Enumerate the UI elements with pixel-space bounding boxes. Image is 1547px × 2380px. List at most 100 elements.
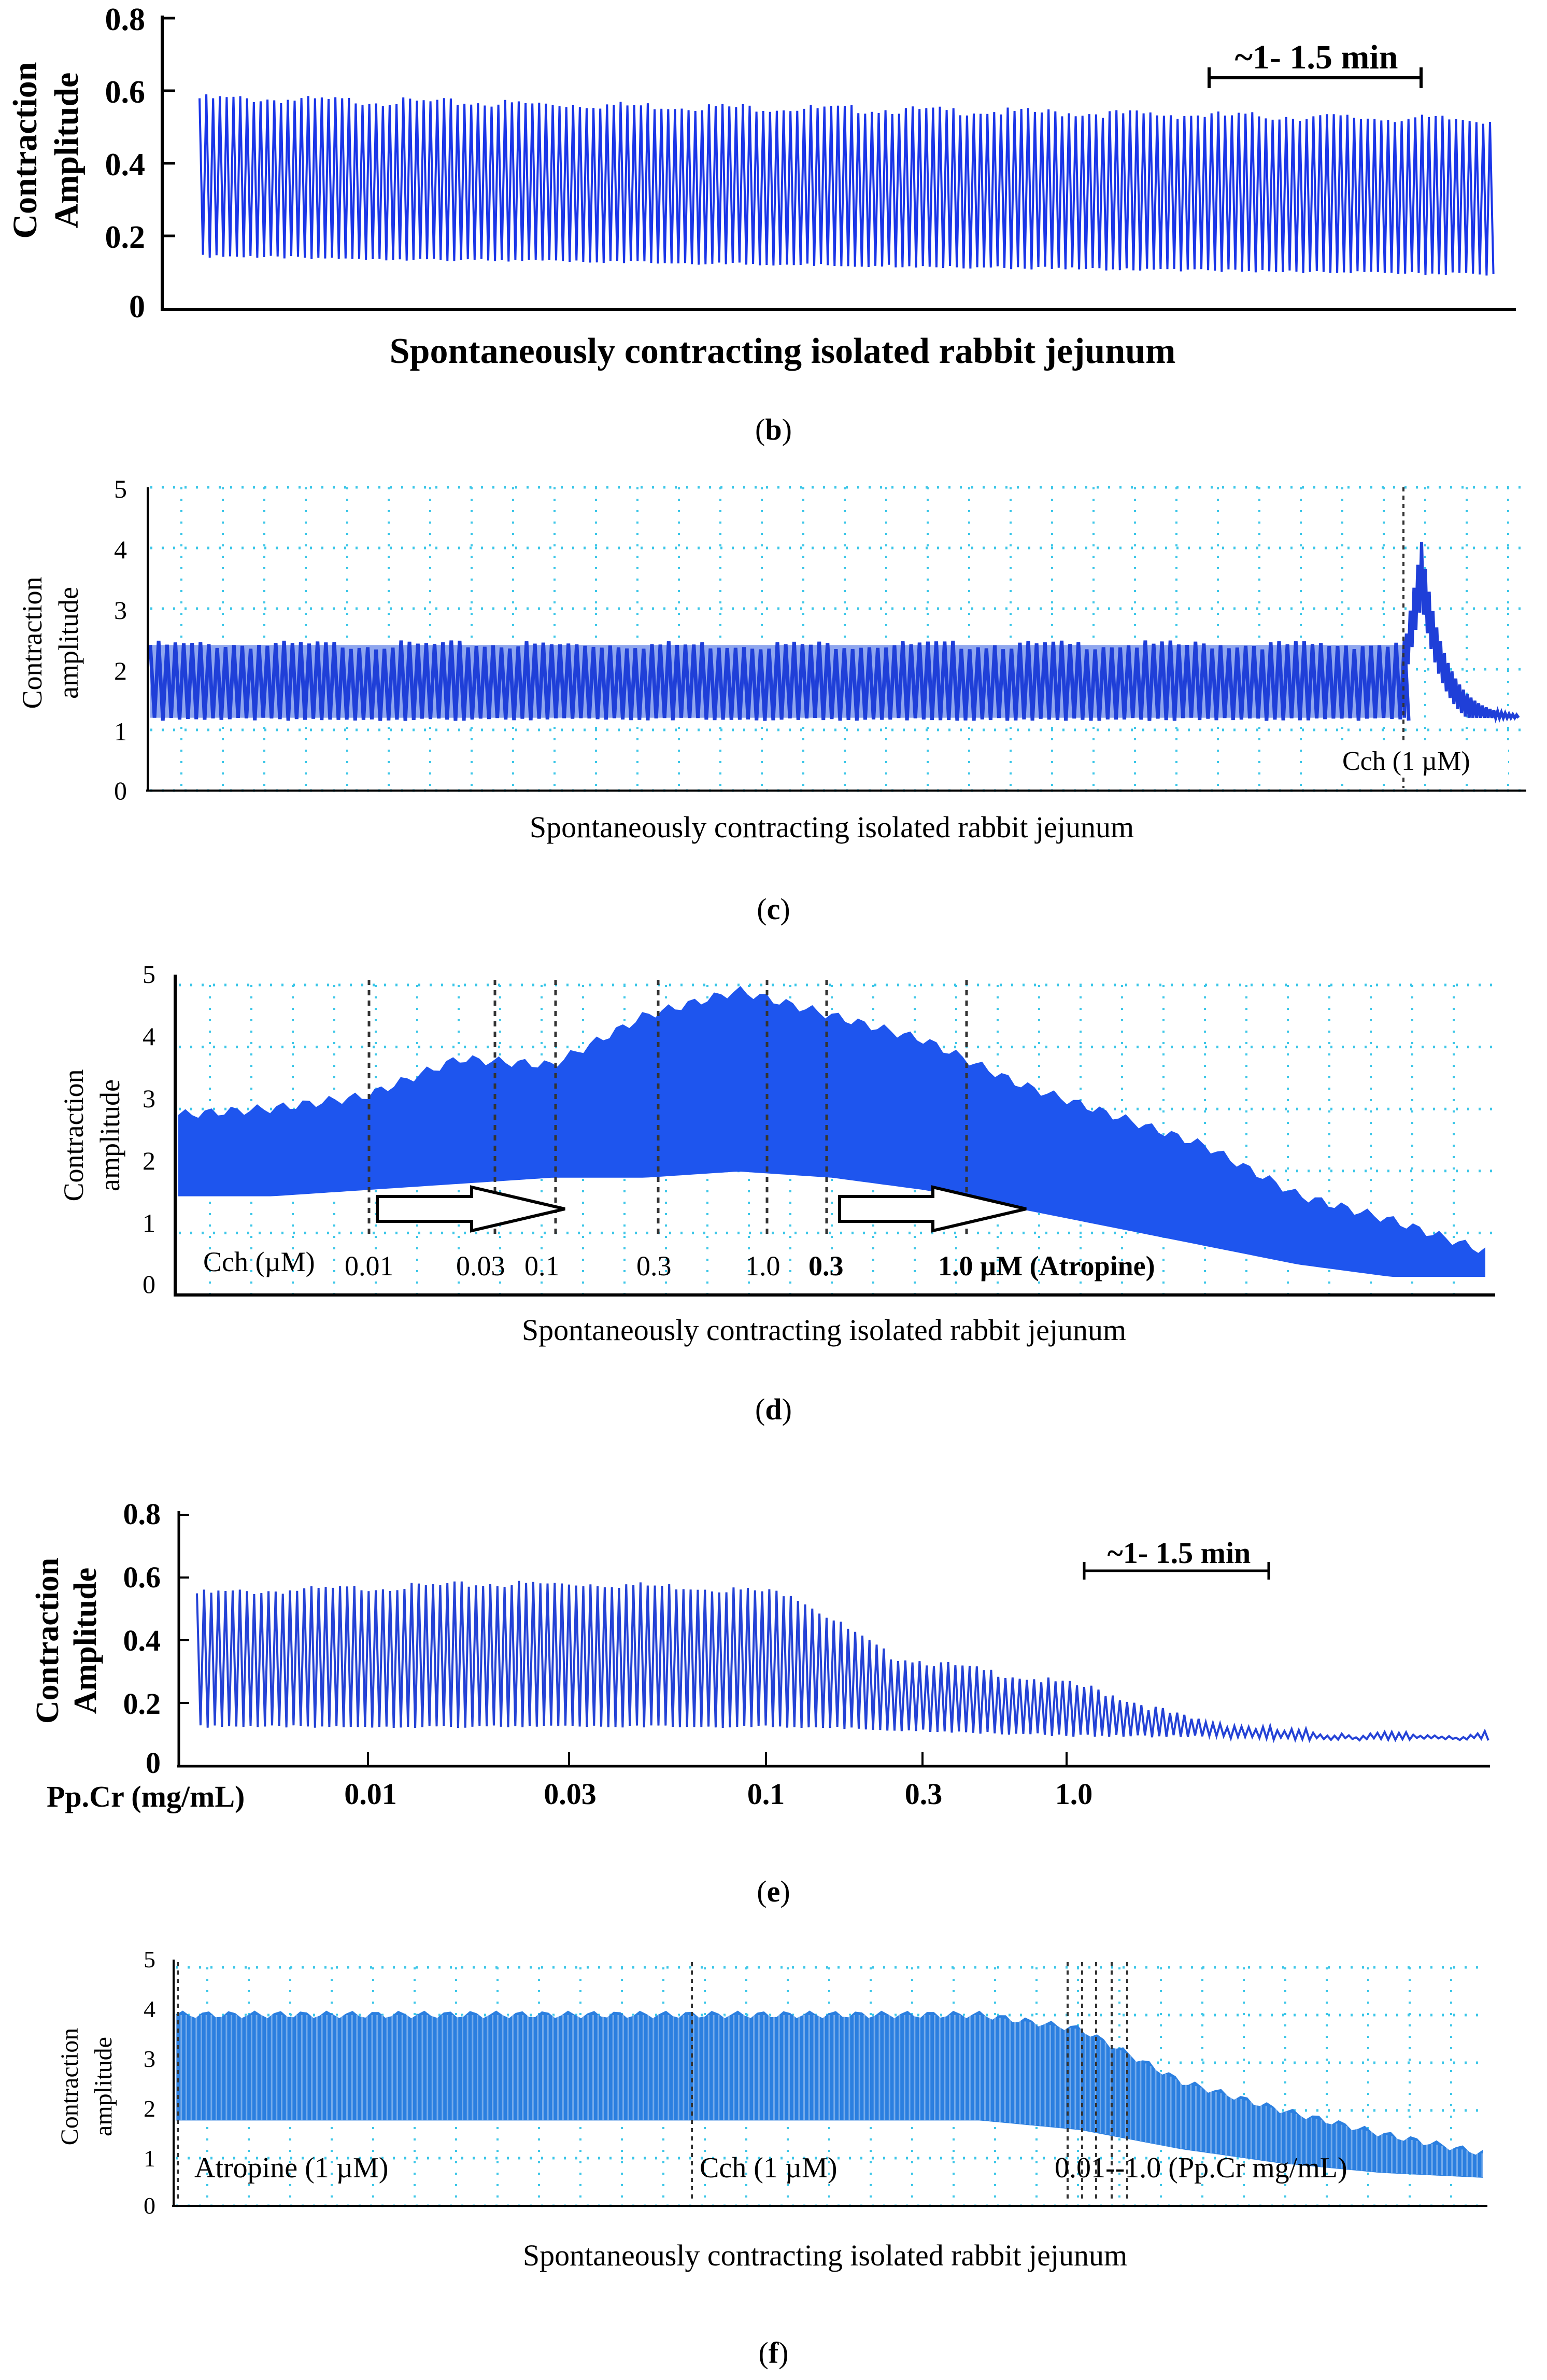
panel-f: 5 4 3 2 1 0 Contraction amplitude Atropi… (0, 1931, 1547, 2346)
chart-title: Spontaneously contracting isolated rabbi… (522, 1313, 1126, 1347)
y-tick-labels: 0.8 0.6 0.4 0.2 0 (105, 2, 146, 325)
y-tick-label: 0.4 (123, 1624, 161, 1657)
y-tick-label: 0 (114, 776, 127, 805)
dose-label: 0.1 (524, 1250, 560, 1281)
panel-e: 0.8 0.6 0.4 0.2 0 Contraction Amplitude … (0, 1493, 1547, 1887)
cch-response-trace (1403, 542, 1520, 724)
contraction-envelope (176, 2010, 1483, 2178)
chart-f: 5 4 3 2 1 0 Contraction amplitude Atropi… (56, 1946, 1487, 2272)
time-scale-label: ~1- 1.5 min (1235, 38, 1398, 76)
y-axis-label: Contraction (56, 2028, 83, 2146)
chart-title: Spontaneously contracting isolated rabbi… (523, 2238, 1127, 2272)
y-tick-label: 0.2 (105, 220, 146, 255)
y-tick-label: 0.6 (105, 75, 146, 110)
time-scale-bar (1083, 1562, 1270, 1580)
ppcr-annotation: 0.01--1.0 (Pp.Cr mg/mL) (1055, 2152, 1347, 2184)
y-tick-label: 2 (144, 2095, 155, 2122)
contraction-stripes (175, 2015, 1483, 2177)
dose-label: 1.0 µM (Atropine) (938, 1250, 1155, 1281)
y-tick-label: 5 (143, 960, 155, 989)
chart-title: Spontaneously contracting isolated rabbi… (530, 810, 1134, 844)
panel-b: 0.8 0.6 0.4 0.2 0 Contraction Amplitude … (0, 0, 1547, 446)
dose-labels: Cch (µM) 0.01 0.03 0.1 0.3 1.0 0.3 1.0 µ… (203, 1246, 1155, 1281)
y-tick-label: 3 (144, 2046, 155, 2072)
y-tick-label: 0 (143, 1270, 155, 1299)
caption-f: (f) (758, 2336, 789, 2370)
agent-label: Cch (µM) (203, 1246, 315, 1277)
y-tick-label: 1 (114, 717, 127, 746)
y-tick-label: 0 (146, 1746, 161, 1780)
dose-label: 0.01 (344, 1777, 397, 1811)
y-tick-labels: 0.8 0.6 0.4 0.2 0 (123, 1497, 161, 1780)
y-axis-label: Amplitude (48, 73, 86, 229)
panel-c: 5 4 3 2 1 0 Contraction amplitude Cch (1… (0, 456, 1547, 871)
arrows (376, 1185, 1027, 1233)
dose-label: 1.0 (1055, 1777, 1093, 1811)
y-axis-label: amplitude (53, 587, 84, 699)
y-axis-label: amplitude (94, 1079, 125, 1191)
caption-c: (c) (757, 892, 790, 926)
contraction-trace (198, 94, 1495, 276)
y-tick-label: 0.4 (105, 147, 146, 182)
y-tick-label: 4 (114, 535, 127, 564)
y-axis-label: Contraction (58, 1069, 89, 1202)
chart-d: 5 4 3 2 1 0 Contraction amplitude Cch (µ… (58, 960, 1495, 1347)
chart-title: Spontaneously contracting isolated rabbi… (390, 331, 1176, 371)
y-tick-label: 0.8 (105, 2, 146, 37)
y-tick-marks (179, 1514, 189, 1704)
dose-label: 0.3 (808, 1250, 844, 1281)
contraction-trace (196, 1581, 1489, 1743)
caption-e: (e) (757, 1875, 790, 1908)
dose-label: 0.1 (747, 1777, 785, 1811)
y-axis-label: Amplitude (68, 1568, 103, 1714)
x-axis-label: Pp.Cr (mg/mL) (47, 1780, 245, 1813)
event-labels: Atropine (1 µM) Cch (1 µM) 0.01--1.0 (Pp… (194, 2152, 1347, 2184)
y-tick-label: 4 (144, 1996, 155, 2022)
caption-letter: e (767, 1875, 780, 1908)
y-tick-labels: 5 4 3 2 1 0 (143, 960, 155, 1299)
y-tick-label: 3 (114, 596, 127, 625)
y-tick-label: 2 (143, 1146, 155, 1175)
y-tick-labels: 5 4 3 2 1 0 (114, 474, 127, 805)
arrow-cch (376, 1185, 565, 1233)
y-axis-label: Contraction (17, 577, 48, 709)
y-tick-label: 0.6 (123, 1560, 161, 1594)
y-tick-label: 1 (143, 1208, 155, 1237)
y-axis-label: Contraction (6, 62, 44, 239)
y-tick-label: 5 (114, 474, 127, 503)
y-axis-label: Contraction (30, 1558, 65, 1724)
dose-label: 0.3 (636, 1250, 672, 1281)
chart-b: 0.8 0.6 0.4 0.2 0 Contraction Amplitude … (6, 2, 1516, 371)
chart-c: 5 4 3 2 1 0 Contraction amplitude Cch (1… (17, 474, 1526, 844)
contraction-trace (148, 640, 1411, 721)
dose-label: 1.0 (745, 1250, 780, 1281)
caption-letter: b (765, 413, 782, 446)
dose-markers (367, 980, 968, 1239)
dose-label: 0.03 (544, 1777, 597, 1811)
event-markers (177, 1962, 1128, 2201)
time-scale-label: ~1- 1.5 min (1108, 1536, 1251, 1570)
y-axis-label: amplitude (90, 2037, 117, 2136)
cch-annotation: Cch (1 µM) (700, 2152, 838, 2184)
y-tick-label: 0 (129, 289, 145, 325)
y-tick-label: 5 (144, 1946, 155, 1973)
dose-label: 0.03 (456, 1250, 505, 1281)
dose-label: 0.3 (905, 1777, 943, 1811)
chart-e: 0.8 0.6 0.4 0.2 0 Contraction Amplitude … (30, 1497, 1490, 1813)
y-tick-label: 0 (144, 2192, 155, 2219)
y-tick-label: 4 (143, 1022, 155, 1051)
x-tick-marks (367, 1752, 1068, 1766)
y-tick-label: 2 (114, 656, 127, 685)
caption-letter: c (767, 892, 780, 926)
cch-annotation: Cch (1 µM) (1342, 747, 1470, 776)
caption-letter: d (765, 1392, 782, 1426)
caption-d: (d) (755, 1392, 792, 1426)
atropine-annotation: Atropine (1 µM) (194, 2152, 388, 2184)
caption-b: (b) (755, 413, 792, 446)
dose-label: 0.01 (345, 1250, 394, 1281)
caption-letter: f (768, 2336, 779, 2370)
contraction-envelope (178, 985, 1485, 1277)
y-tick-marks (162, 17, 175, 237)
y-tick-label: 3 (143, 1084, 155, 1113)
y-tick-label: 1 (144, 2145, 155, 2172)
